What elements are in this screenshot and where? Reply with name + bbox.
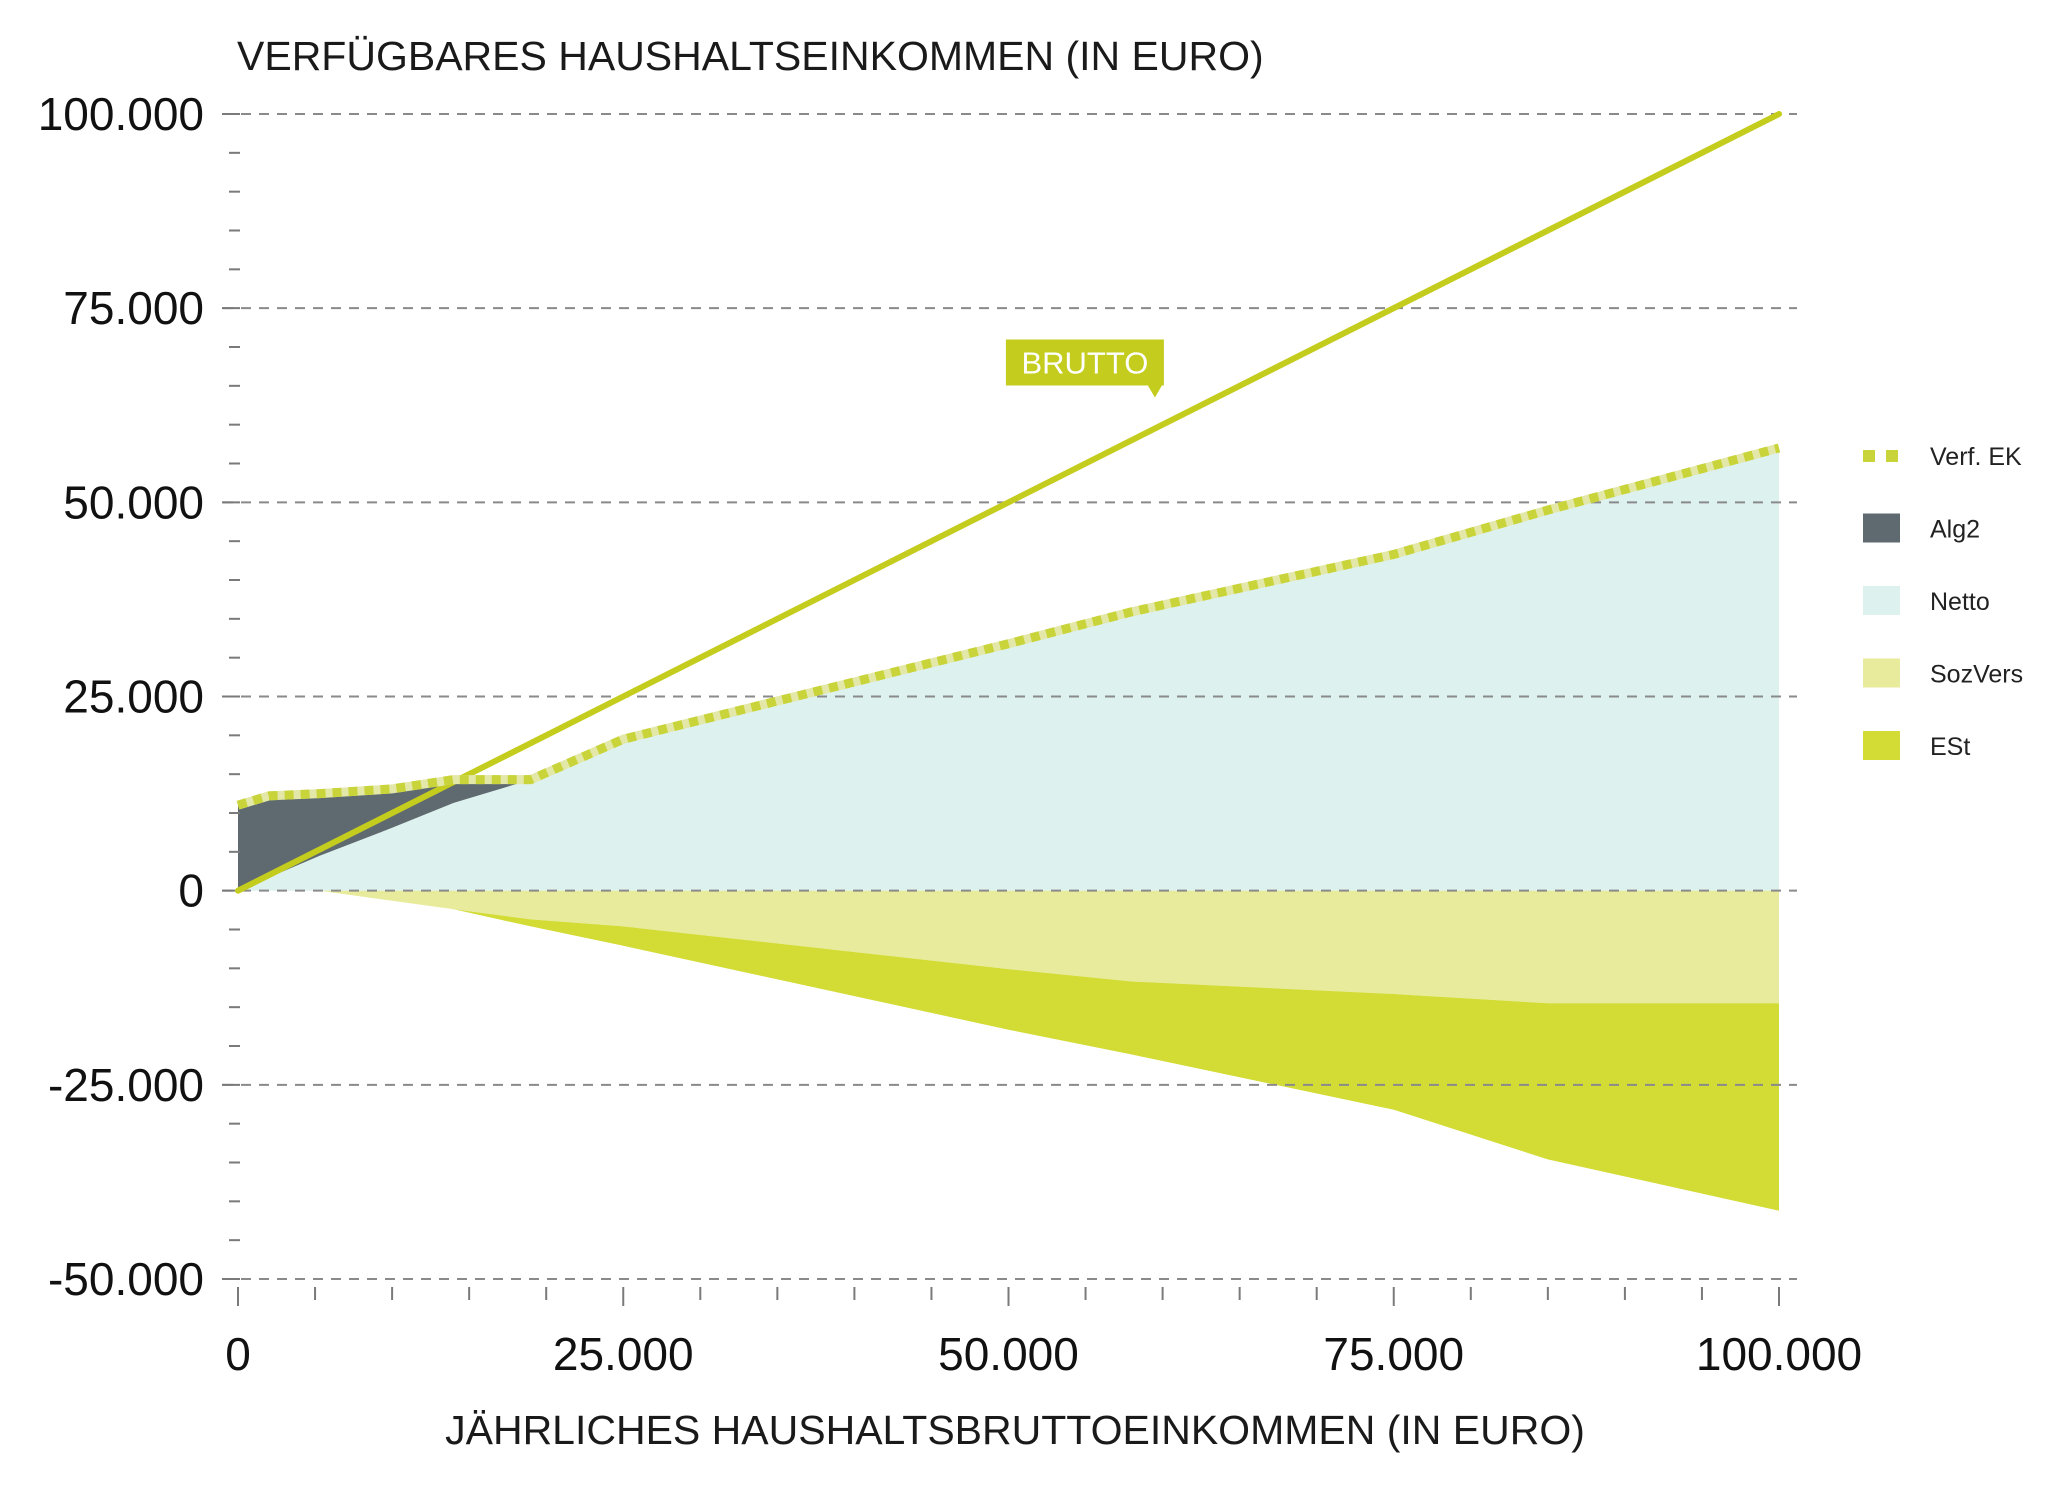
legend-swatch [1863,450,1875,462]
x-tick-label: 100.000 [1696,1328,1862,1380]
y-tick-label: 100.000 [38,88,204,140]
area-est [238,890,1779,1211]
annotation-brutto: BRUTTO [1005,339,1164,398]
legend-item-sozvers: SozVers [1863,658,2023,689]
y-tick-label: 50.000 [63,476,204,528]
legend-label: ESt [1930,733,1970,761]
area-sozvers [238,890,1779,1004]
y-tick-label: -25.000 [48,1059,204,1111]
series-lines [235,111,1782,894]
stacked-areas [238,448,1779,1211]
chart-title: VERFÜGBARES HAUSHALTSEINKOMMEN (IN EURO) [237,33,1264,79]
annotation-text: BRUTTO [1021,345,1148,380]
y-tick-label: 75.000 [63,282,204,334]
x-axis-label: JÄHRLICHES HAUSHALTSBRUTTOEINKOMMEN (IN … [445,1407,1585,1453]
line-verf-ek-backing [236,443,1781,810]
legend-swatch [1863,513,1900,543]
legend-item-netto: Netto [1863,586,1990,616]
annotations: BRUTTO [1005,339,1164,398]
legend-swatch [1863,658,1900,688]
legend-item-alg2: Alg2 [1863,513,1980,544]
legend-item-est: ESt [1863,731,1970,761]
legend: Verf. EK Alg2 Netto SozVers ESt [1863,443,2023,761]
legend-label: Alg2 [1930,516,1980,544]
legend-label: SozVers [1930,661,2023,689]
x-tick-label: 25.000 [553,1328,694,1380]
legend-label: Verf. EK [1930,443,2022,471]
x-tick-labels: 0 25.000 50.000 75.000 100.000 [225,1328,1862,1380]
x-tick-label: 50.000 [938,1328,1079,1380]
legend-label: Netto [1930,588,1990,616]
y-tick-labels: 100.000 75.000 50.000 25.000 0 -25.000 -50.000 [38,88,204,1305]
annotation-pointer [1147,385,1162,398]
line-brutto [235,111,1782,894]
legend-swatch [1863,586,1900,615]
y-tick-label: 25.000 [63,671,204,723]
legend-item-verf-ek: Verf. EK [1863,443,2022,471]
x-tick-label: 0 [225,1328,251,1380]
y-tick-label: 0 [178,865,204,917]
x-tick-label: 75.000 [1323,1328,1464,1380]
legend-swatch [1863,731,1900,760]
annotation-box [1005,339,1164,386]
y-tick-label: -50.000 [48,1253,204,1305]
legend-swatch [1886,450,1898,462]
